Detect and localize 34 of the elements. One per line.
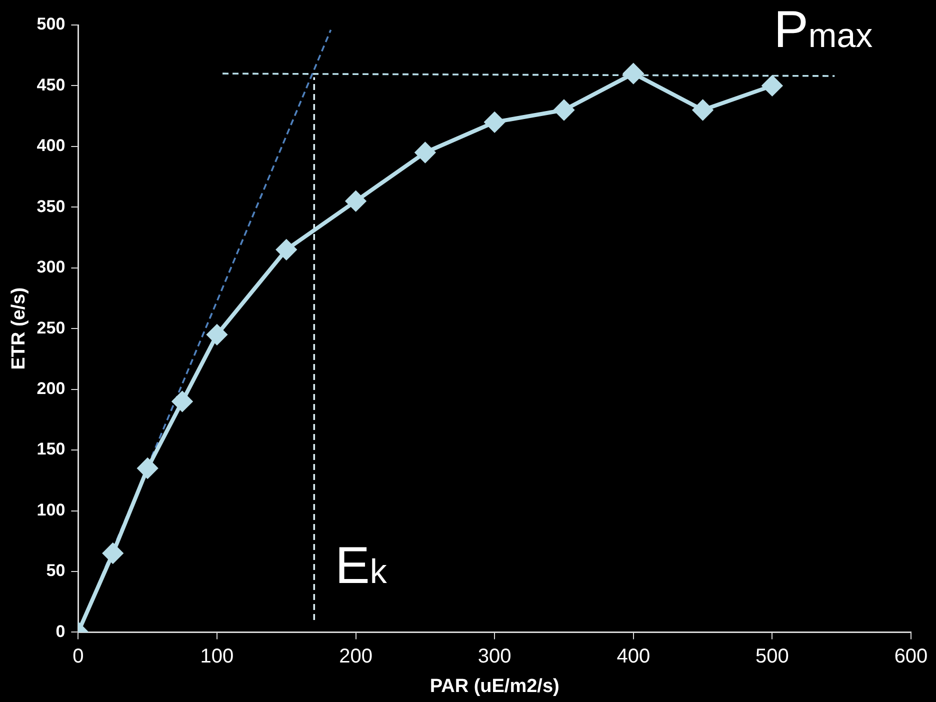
point xyxy=(346,191,366,212)
y-tick-label: 450 xyxy=(36,75,66,94)
y-tick-label: 300 xyxy=(36,258,66,277)
point xyxy=(172,391,192,412)
y-tick-label: 350 xyxy=(36,196,66,216)
x-tick-label: 500 xyxy=(756,646,789,668)
y-tick-label: 0 xyxy=(56,622,66,641)
point xyxy=(554,100,574,120)
point xyxy=(762,76,782,96)
point xyxy=(102,543,123,564)
point xyxy=(623,64,644,84)
x-tick-label: 400 xyxy=(616,646,650,668)
annotation: Pmax xyxy=(774,1,873,60)
x-tick-label: 200 xyxy=(339,646,372,668)
x-tick-label: 100 xyxy=(200,646,234,668)
point xyxy=(692,100,713,120)
point xyxy=(484,112,505,132)
y-tick-label: 50 xyxy=(46,561,66,580)
y-tick-label: 400 xyxy=(36,136,66,156)
y-tick-label: 250 xyxy=(36,318,66,338)
y-tick-label: 200 xyxy=(36,379,66,398)
y-tick-label: 150 xyxy=(36,440,66,459)
y-tick-label: 500 xyxy=(36,14,66,34)
point xyxy=(138,458,158,478)
x-tick-label: 300 xyxy=(478,646,512,668)
annotation: Ek xyxy=(335,537,388,596)
y-tick-label: 100 xyxy=(36,500,66,520)
point xyxy=(276,240,296,260)
x-axis-title: PAR (uE/m2/s) xyxy=(430,676,560,697)
point xyxy=(206,324,227,345)
point xyxy=(415,142,436,163)
y-axis-title: ETR (e/s) xyxy=(8,287,30,370)
x-tick-label: 600 xyxy=(894,646,928,668)
x-tick-label: 0 xyxy=(72,646,84,668)
